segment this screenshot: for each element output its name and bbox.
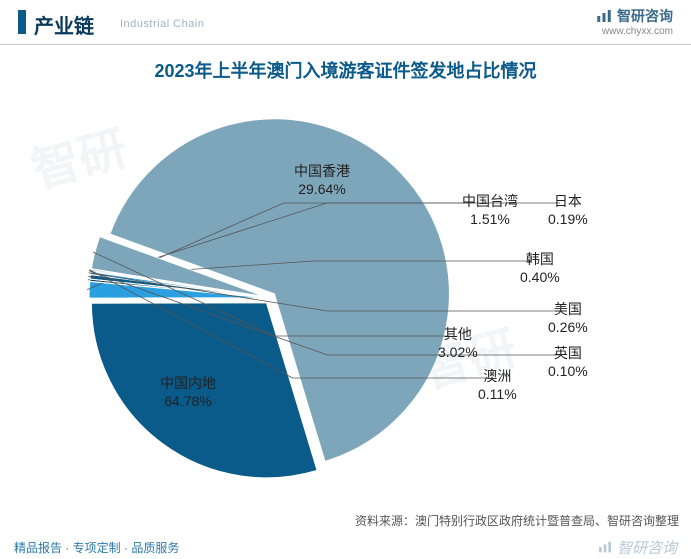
slice-label: 日本0.19% — [548, 193, 588, 228]
footer-right-text: 智研咨询 — [617, 537, 677, 558]
brand-block: 智研咨询 www.chyxx.com — [595, 6, 673, 37]
header-subtitle: Industrial Chain — [120, 18, 204, 30]
footer: 精品报告 · 专项定制 · 品质服务 智研咨询 — [0, 535, 691, 559]
brand-url: www.chyxx.com — [595, 26, 673, 37]
footer-icon — [597, 539, 613, 555]
brand-name: 智研咨询 — [617, 6, 673, 26]
header-title: 产业链 — [34, 10, 94, 39]
source-text: 资料来源：澳门特别行政区政府统计暨普查局、智研咨询整理 — [355, 512, 679, 529]
slice-label: 其他3.02% — [438, 326, 478, 361]
accent-bar — [18, 10, 26, 34]
brand-icon — [595, 7, 613, 25]
chart-area: 中国内地64.78% 中国香港29.64% 中国台湾1.51% 日本0.19% 韩国0.… — [0, 83, 691, 523]
slice-label: 韩国0.40% — [520, 251, 560, 286]
chart-title: 2023年上半年澳门入境游客证件签发地占比情况 — [0, 57, 691, 83]
slice-label: 中国台湾1.51% — [462, 193, 518, 228]
slice-label: 美国0.26% — [548, 301, 588, 336]
slice-label: 英国0.10% — [548, 345, 588, 380]
footer-right: 智研咨询 — [597, 537, 677, 558]
slice-label: 中国香港29.64% — [294, 163, 350, 198]
slice-label: 澳洲0.11% — [478, 368, 517, 403]
footer-left: 精品报告 · 专项定制 · 品质服务 — [14, 539, 179, 556]
header-bar: 产业链 Industrial Chain 智研咨询 www.chyxx.com — [0, 0, 691, 45]
slice-label: 中国内地64.78% — [160, 375, 216, 410]
